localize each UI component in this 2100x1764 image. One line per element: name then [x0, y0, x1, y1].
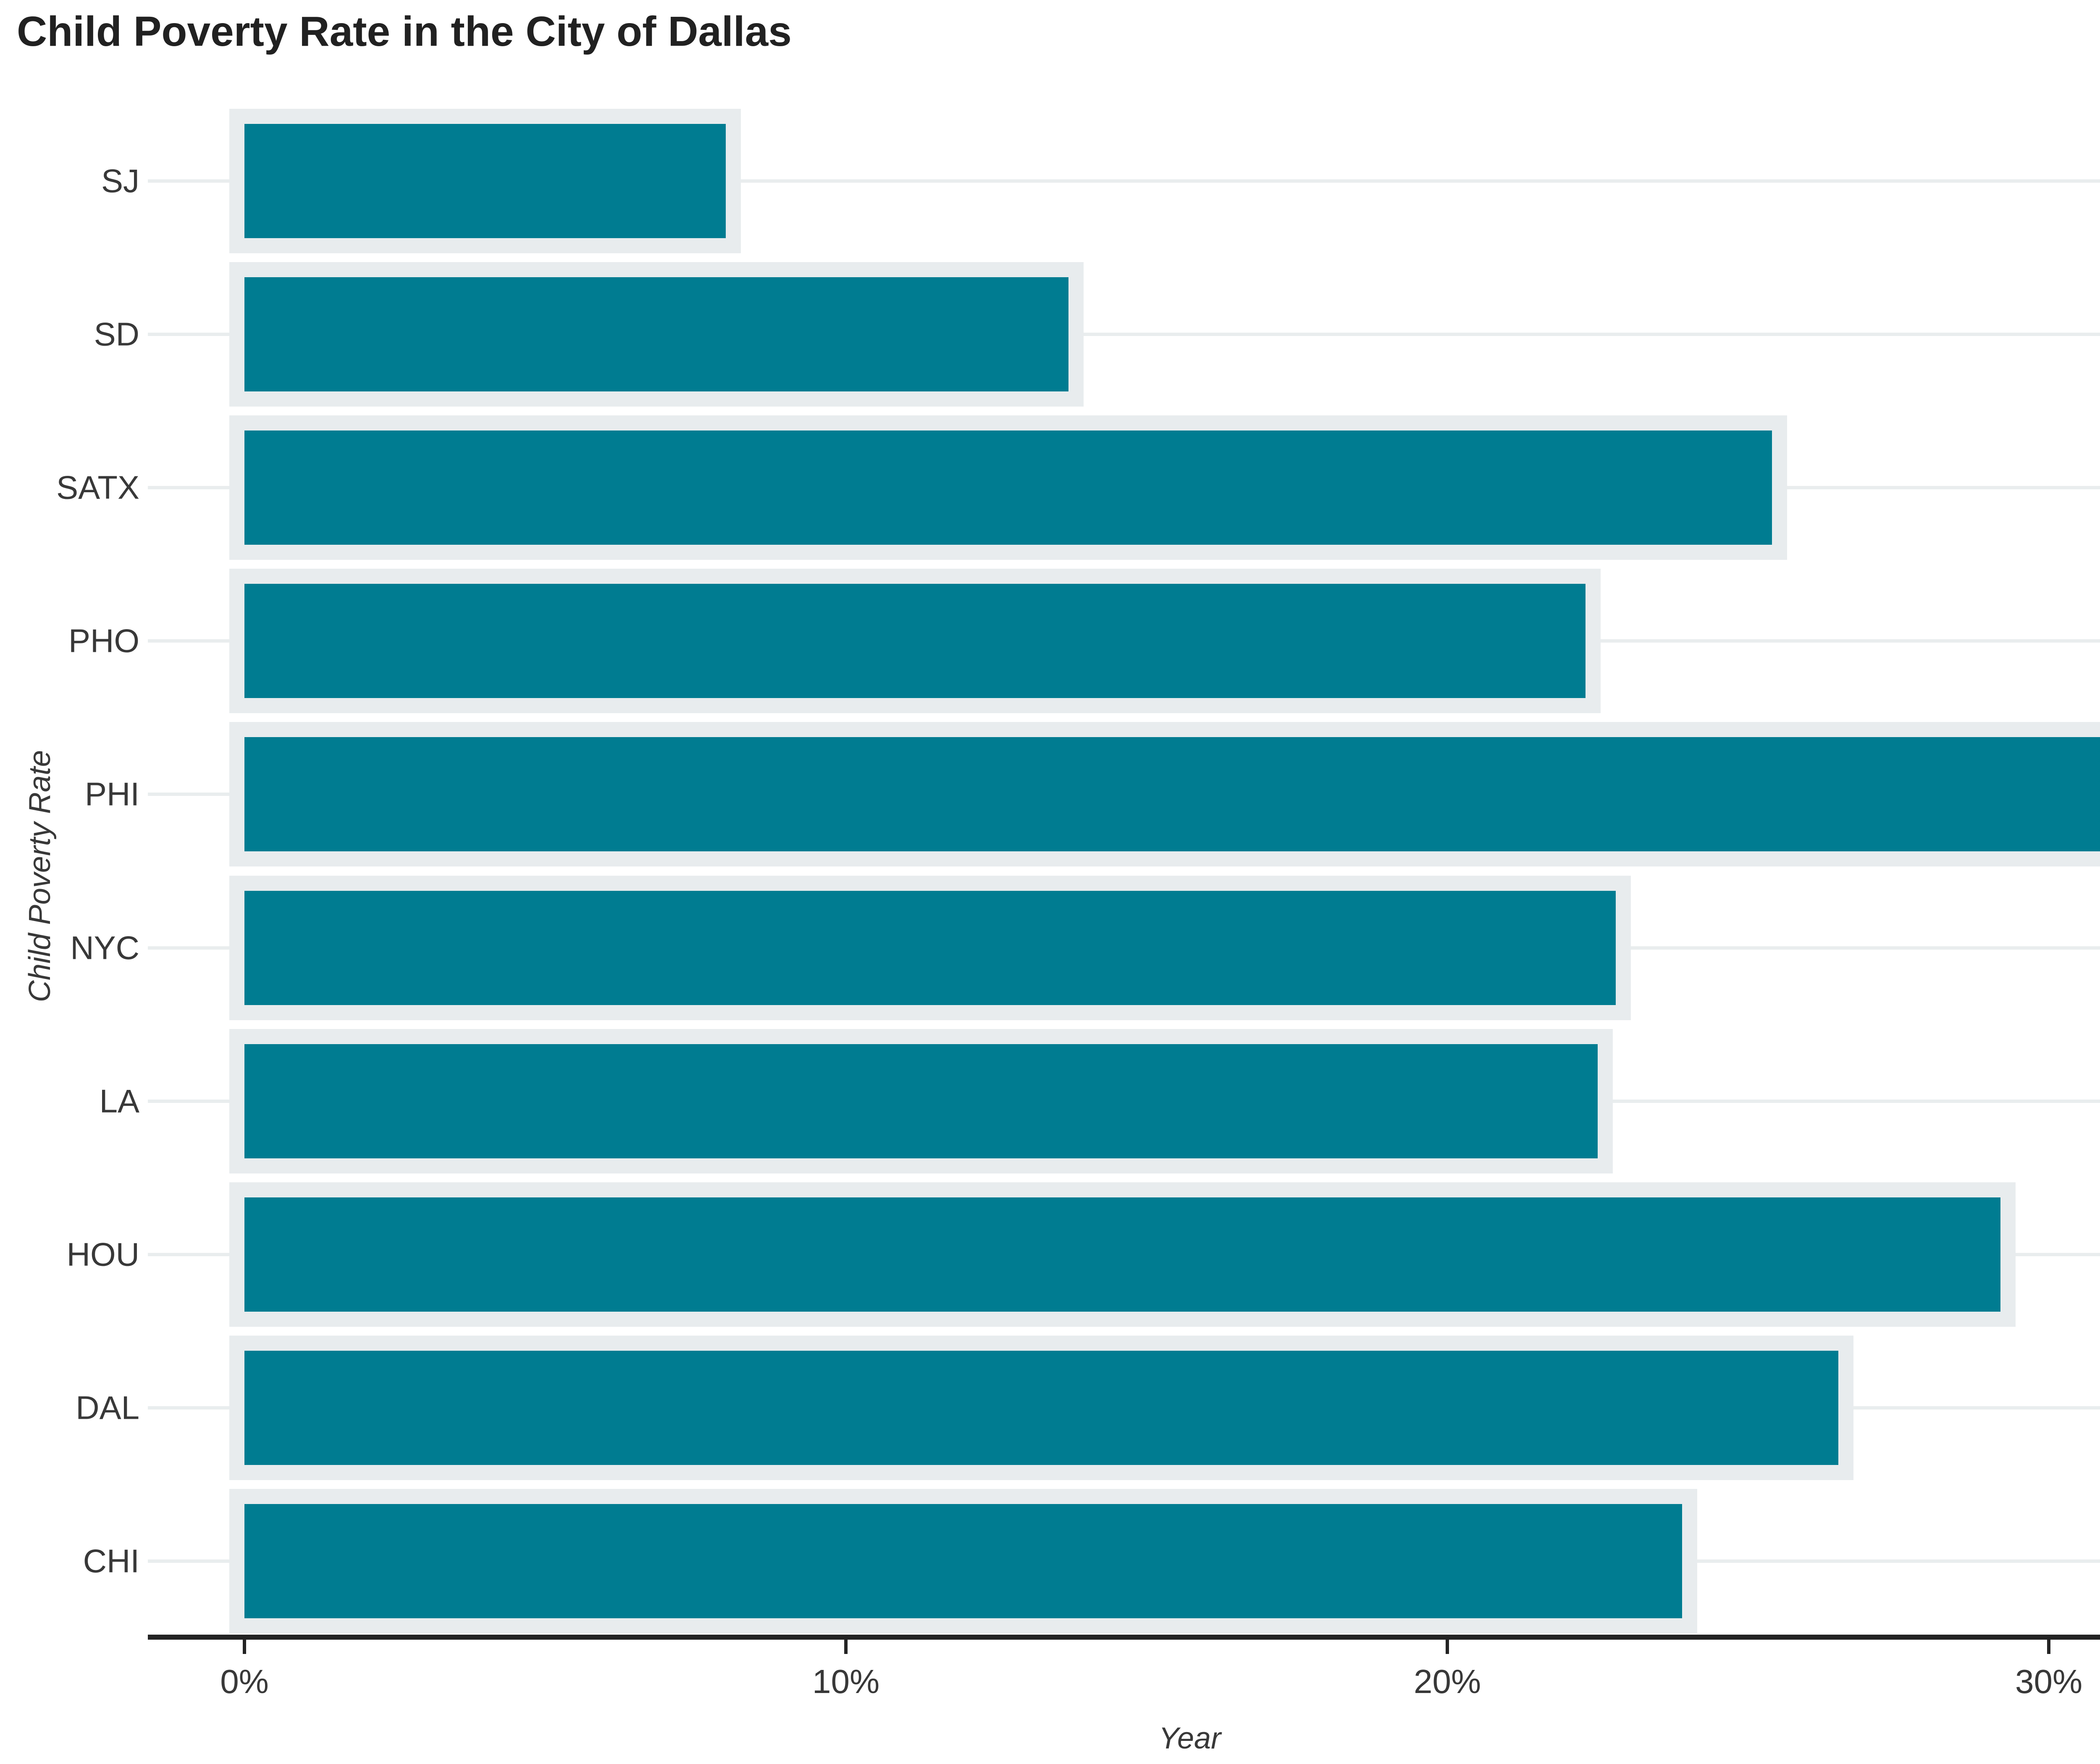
bar-row-la: LA [100, 1024, 2100, 1178]
x-tick-label-20: 20% [1413, 1663, 1481, 1700]
y-tick-label-phi: PHI [84, 775, 139, 813]
bar-fill-pho [244, 584, 1586, 698]
bar-satx [229, 415, 1788, 560]
x-tick-label-10: 10% [812, 1663, 880, 1700]
y-tick-label-chi: CHI [83, 1542, 139, 1580]
y-tick-label-sj: SJ [101, 162, 139, 200]
gridline [148, 332, 2100, 336]
bar-chi [229, 1489, 1697, 1634]
x-axis-title: Year [1158, 1722, 1221, 1755]
y-tick-label-satx: SATX [56, 469, 139, 506]
bar-row-nyc: NYC [70, 871, 2100, 1024]
chart-title: Child Poverty Rate in the City of Dallas [17, 8, 792, 55]
plot-area: SJ SD SATX PHO PHI NYC LA HOU DAL CHI [56, 104, 2100, 1638]
x-tick-mark-0 [243, 1640, 246, 1654]
bar-phi [229, 722, 2100, 867]
y-tick-label-la: LA [99, 1082, 139, 1120]
bar-row-chi: CHI [83, 1485, 2100, 1638]
bar-nyc [229, 875, 1631, 1020]
bar-hou [229, 1182, 2016, 1327]
x-tick-label-30: 30% [2015, 1663, 2083, 1700]
bar-dal [229, 1336, 1853, 1480]
bar-row-satx: SATX [56, 411, 2100, 564]
bar-row-sd: SD [94, 257, 2100, 411]
bar-row-sj: SJ [101, 104, 2100, 257]
x-tick-mark-30 [2047, 1640, 2051, 1654]
bar-row-dal: DAL [76, 1331, 2100, 1485]
y-tick-label-pho: PHO [68, 622, 139, 659]
bar-sd [229, 262, 1084, 407]
x-tick-mark-20 [1446, 1640, 1449, 1654]
bar-row-pho: PHO [68, 564, 2100, 718]
y-tick-label-nyc: NYC [70, 929, 139, 966]
bar-fill-sd [244, 277, 1068, 391]
bar-fill-chi [244, 1504, 1682, 1619]
bar-row-hou: HOU [67, 1178, 2100, 1331]
bar-fill-sj [244, 123, 726, 238]
y-tick-label-sd: SD [94, 315, 139, 353]
x-tick-label-0: 0% [220, 1663, 269, 1700]
y-axis-title: Child Poverty Rate [23, 750, 57, 1003]
bar-fill-hou [244, 1197, 2001, 1312]
bar-row-phi: PHI [85, 718, 2100, 871]
bar-pho [229, 569, 1601, 714]
x-axis-line [148, 1635, 2100, 1640]
y-tick-label-hou: HOU [66, 1236, 139, 1273]
bar-fill-dal [244, 1351, 1838, 1465]
x-tick-mark-10 [844, 1640, 848, 1654]
gridline [148, 179, 2100, 183]
bar-la [229, 1029, 1613, 1173]
y-tick-label-dal: DAL [76, 1389, 139, 1426]
bar-fill-la [244, 1044, 1598, 1158]
bar-fill-satx [244, 430, 1772, 545]
bar-sj [229, 108, 741, 253]
bar-fill-nyc [244, 890, 1616, 1005]
bar-fill-phi [244, 737, 2100, 852]
